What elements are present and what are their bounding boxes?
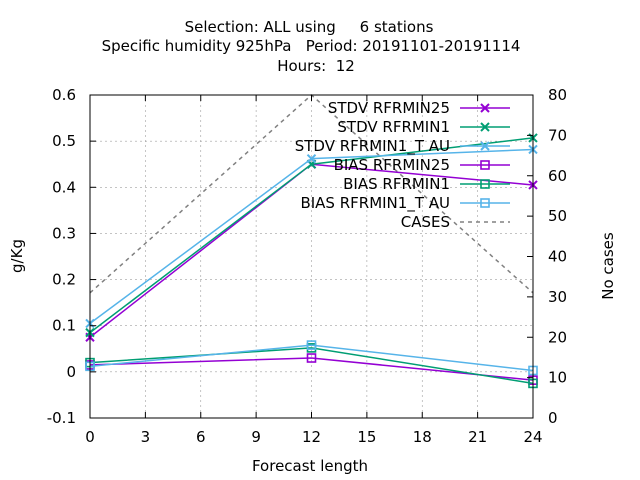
y2-axis-label: No cases (599, 232, 617, 300)
x-tick-label: 0 (85, 428, 95, 446)
data-point (306, 153, 317, 164)
data-point (306, 353, 317, 363)
x-tick-label: 9 (251, 428, 261, 446)
y2-tick-label: 30 (548, 288, 567, 306)
chart-title: Selection: ALL using 6 stations Specific… (102, 18, 521, 75)
y2-tick-label: 80 (548, 86, 567, 104)
y-tick-label: 0 (66, 363, 76, 381)
y2-tick-label: 20 (548, 328, 567, 346)
x-tick-label: 18 (413, 428, 432, 446)
x-tick-label: 21 (468, 428, 487, 446)
x-tick-label: 12 (302, 428, 321, 446)
legend-label: CASES (401, 213, 450, 231)
title-line-3: Hours: 12 (277, 57, 355, 75)
title-line-2: Specific humidity 925hPa Period: 2019110… (102, 37, 521, 55)
y2-tick-label: 10 (548, 369, 567, 387)
legend-marker (480, 122, 490, 132)
x-tick-label: 24 (523, 428, 542, 446)
legend-label: STDV RFRMIN25 (328, 99, 450, 117)
y2-tick-label: 50 (548, 207, 567, 225)
y-tick-label: 0.4 (52, 178, 76, 196)
legend-label: STDV RFRMIN1 (337, 118, 450, 136)
y-axis-label: g/Kg (8, 239, 26, 273)
legend-label: BIAS RFRMIN1_T AU (300, 194, 450, 213)
axis-ticks: 0 3 6 9 12 15 18 21 24 -0.1 0 0.1 0.2 0.3 0.4 0.5 0.6 0 10… (47, 86, 567, 446)
series-line (89, 347, 534, 385)
y-tick-label: 0.5 (52, 132, 76, 150)
x-axis-label: Forecast length (252, 457, 368, 475)
series-line (89, 357, 534, 381)
x-tick-label: 15 (357, 428, 376, 446)
legend-marker (480, 179, 490, 189)
y-tick-label: 0.2 (52, 271, 76, 289)
y-tick-label: 0.3 (52, 224, 76, 242)
grid (90, 95, 533, 418)
y2-tick-label: 60 (548, 167, 567, 185)
legend-label: BIAS RFRMIN1 (343, 175, 450, 193)
legend-marker (480, 198, 490, 208)
y2-tick-label: 40 (548, 248, 567, 266)
x-tick-label: 6 (196, 428, 206, 446)
legend-label: STDV RFRMIN1_T AU (295, 137, 450, 156)
legend-marker (480, 141, 490, 151)
legend-label: BIAS RFRMIN25 (334, 156, 450, 174)
data-point (306, 340, 317, 350)
title-line-1: Selection: ALL using 6 stations (185, 18, 434, 36)
y-tick-label: 0.6 (52, 86, 76, 104)
y-tick-label: -0.1 (47, 409, 76, 427)
legend-marker (480, 160, 490, 170)
y2-tick-label: 0 (548, 409, 558, 427)
series-line (89, 344, 534, 372)
y2-tick-label: 70 (548, 126, 567, 144)
legend-marker (480, 103, 490, 113)
y-tick-label: 0.1 (52, 317, 76, 335)
x-tick-label: 3 (141, 428, 151, 446)
series-layer (85, 133, 538, 389)
